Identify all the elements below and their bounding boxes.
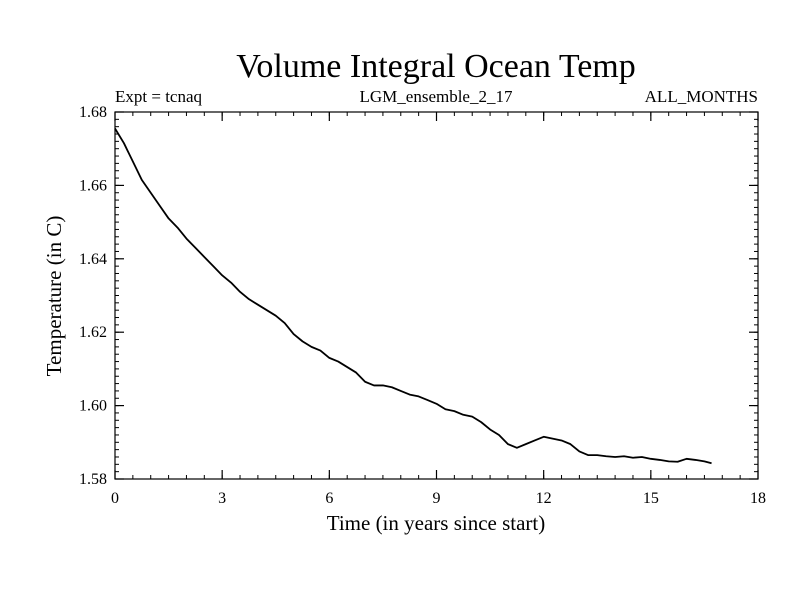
x-axis-label: Time (in years since start) bbox=[327, 511, 546, 535]
y-tick-label: 1.62 bbox=[79, 324, 107, 341]
minor-ticks bbox=[115, 112, 758, 479]
x-tick-label: 6 bbox=[325, 490, 333, 507]
y-tick-label: 1.58 bbox=[79, 471, 107, 488]
x-tick-label: 0 bbox=[111, 490, 119, 507]
y-tick-label: 1.60 bbox=[79, 398, 107, 415]
y-tick-label: 1.68 bbox=[79, 104, 107, 121]
x-tick-label: 15 bbox=[643, 490, 659, 507]
subtitle-experiment: Expt = tcnaq bbox=[115, 87, 203, 106]
series-line bbox=[115, 129, 712, 464]
y-axis: 1.58 1.60 1.62 1.64 1.66 1.68 bbox=[79, 104, 758, 488]
y-axis-label: Temperature (in C) bbox=[42, 216, 66, 377]
subtitle-ensemble: LGM_ensemble_2_17 bbox=[360, 87, 513, 106]
plot-frame bbox=[115, 112, 758, 479]
y-tick-label: 1.66 bbox=[79, 177, 107, 194]
x-tick-label: 9 bbox=[433, 490, 441, 507]
x-tick-label: 18 bbox=[750, 490, 766, 507]
x-axis: 0 3 6 9 12 15 18 bbox=[111, 112, 766, 507]
chart-title: Volume Integral Ocean Temp bbox=[236, 48, 636, 85]
x-tick-label: 12 bbox=[536, 490, 552, 507]
series-layer bbox=[115, 129, 712, 464]
chart: Volume Integral Ocean Temp Expt = tcnaq … bbox=[0, 0, 800, 600]
y-tick-label: 1.64 bbox=[79, 251, 107, 268]
x-tick-label: 3 bbox=[218, 490, 226, 507]
subtitle-months: ALL_MONTHS bbox=[645, 87, 758, 106]
